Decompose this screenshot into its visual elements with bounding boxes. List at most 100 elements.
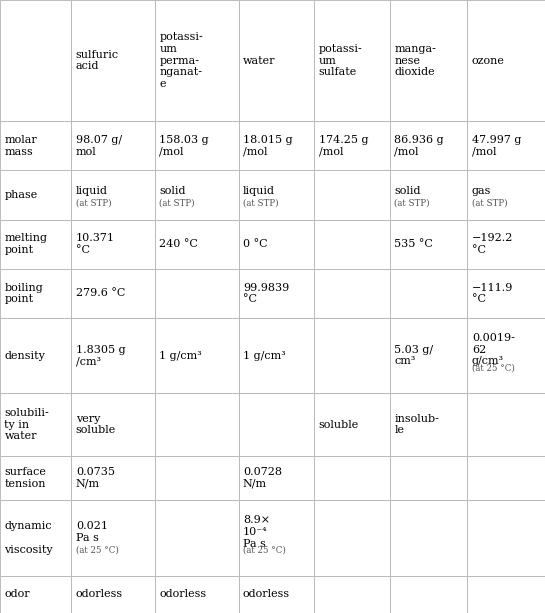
Bar <box>468 500 545 576</box>
Bar <box>0 394 71 455</box>
Text: 5.03 g/
cm³: 5.03 g/ cm³ <box>395 345 433 367</box>
Bar <box>239 0 314 121</box>
Bar <box>71 0 155 121</box>
Bar <box>390 576 468 613</box>
Bar <box>390 219 468 269</box>
Bar <box>314 500 390 576</box>
Bar <box>155 0 239 121</box>
Text: 174.25 g
/mol: 174.25 g /mol <box>319 135 368 157</box>
Text: phase: phase <box>4 190 38 200</box>
Bar <box>468 219 545 269</box>
Text: 1 g/cm³: 1 g/cm³ <box>159 351 202 360</box>
Text: −192.2
°C: −192.2 °C <box>472 234 513 255</box>
Text: boiling
point: boiling point <box>4 283 43 304</box>
Bar <box>239 576 314 613</box>
Text: 0.021
Pa s: 0.021 Pa s <box>76 521 108 543</box>
Bar <box>390 121 468 170</box>
Bar <box>239 318 314 394</box>
Bar <box>390 455 468 500</box>
Text: 10.371
°C: 10.371 °C <box>76 234 115 255</box>
Bar <box>71 219 155 269</box>
Text: potassi-
um
sulfate: potassi- um sulfate <box>319 44 362 77</box>
Bar <box>468 0 545 121</box>
Text: density: density <box>4 351 45 360</box>
Text: 18.015 g
/mol: 18.015 g /mol <box>243 135 293 157</box>
Text: (at STP): (at STP) <box>472 199 507 207</box>
Text: (at 25 °C): (at 25 °C) <box>472 364 514 372</box>
Bar <box>0 269 71 318</box>
Bar <box>239 170 314 219</box>
Text: 279.6 °C: 279.6 °C <box>76 288 125 299</box>
Bar <box>155 318 239 394</box>
Text: molar
mass: molar mass <box>4 135 37 157</box>
Text: water: water <box>243 56 275 66</box>
Text: solid: solid <box>159 186 186 196</box>
Text: insolub-
le: insolub- le <box>395 414 439 435</box>
Bar <box>0 170 71 219</box>
Text: odorless: odorless <box>159 589 207 600</box>
Bar <box>155 394 239 455</box>
Bar <box>390 318 468 394</box>
Bar <box>0 318 71 394</box>
Text: 99.9839
°C: 99.9839 °C <box>243 283 289 304</box>
Text: 98.07 g/
mol: 98.07 g/ mol <box>76 135 122 157</box>
Bar <box>314 576 390 613</box>
Text: gas: gas <box>472 186 491 196</box>
Bar <box>239 269 314 318</box>
Text: (at STP): (at STP) <box>395 199 430 207</box>
Text: 1.8305 g
/cm³: 1.8305 g /cm³ <box>76 345 125 367</box>
Bar <box>314 394 390 455</box>
Text: solid: solid <box>395 186 421 196</box>
Bar <box>71 455 155 500</box>
Bar <box>239 219 314 269</box>
Text: odor: odor <box>4 589 30 600</box>
Text: 86.936 g
/mol: 86.936 g /mol <box>395 135 444 157</box>
Bar <box>239 121 314 170</box>
Text: odorless: odorless <box>243 589 290 600</box>
Text: 158.03 g
/mol: 158.03 g /mol <box>159 135 209 157</box>
Bar <box>314 170 390 219</box>
Text: solubili-
ty in
water: solubili- ty in water <box>4 408 49 441</box>
Text: manga-
nese
dioxide: manga- nese dioxide <box>395 44 436 77</box>
Bar <box>155 219 239 269</box>
Bar <box>239 394 314 455</box>
Bar <box>155 500 239 576</box>
Bar <box>314 0 390 121</box>
Bar <box>0 121 71 170</box>
Bar <box>71 500 155 576</box>
Text: (at STP): (at STP) <box>159 199 195 207</box>
Bar <box>0 219 71 269</box>
Bar <box>71 269 155 318</box>
Bar <box>314 269 390 318</box>
Text: dynamic

viscosity: dynamic viscosity <box>4 521 53 555</box>
Bar <box>155 455 239 500</box>
Text: 0 °C: 0 °C <box>243 239 268 249</box>
Bar <box>314 219 390 269</box>
Bar <box>468 121 545 170</box>
Bar <box>155 121 239 170</box>
Bar <box>155 576 239 613</box>
Text: sulfuric
acid: sulfuric acid <box>76 50 119 72</box>
Text: 8.9×
10⁻⁴
Pa s: 8.9× 10⁻⁴ Pa s <box>243 516 270 549</box>
Text: odorless: odorless <box>76 589 123 600</box>
Bar <box>155 170 239 219</box>
Bar <box>0 500 71 576</box>
Bar <box>239 500 314 576</box>
Bar <box>155 269 239 318</box>
Text: 47.997 g
/mol: 47.997 g /mol <box>472 135 521 157</box>
Bar <box>0 0 71 121</box>
Bar <box>468 576 545 613</box>
Bar <box>468 318 545 394</box>
Bar <box>390 500 468 576</box>
Text: (at STP): (at STP) <box>76 199 111 207</box>
Text: (at 25 °C): (at 25 °C) <box>243 546 286 555</box>
Bar <box>390 0 468 121</box>
Text: 240 °C: 240 °C <box>159 239 198 249</box>
Text: very
soluble: very soluble <box>76 414 116 435</box>
Bar <box>390 394 468 455</box>
Bar <box>71 170 155 219</box>
Text: 1 g/cm³: 1 g/cm³ <box>243 351 286 360</box>
Text: ozone: ozone <box>472 56 505 66</box>
Bar <box>0 455 71 500</box>
Bar <box>71 121 155 170</box>
